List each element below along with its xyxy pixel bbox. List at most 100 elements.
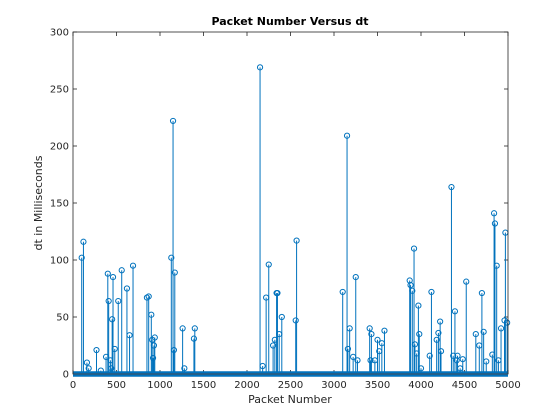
stem-marker	[352, 274, 359, 281]
stem-marker	[118, 267, 125, 274]
y-tick-label: 200	[50, 142, 69, 153]
stem-marker	[417, 365, 425, 372]
stem-marker	[170, 346, 178, 354]
stem-marker	[504, 319, 511, 326]
data-stems	[78, 64, 511, 374]
stem-marker	[368, 331, 375, 338]
stem-marker	[454, 352, 461, 359]
x-tick-label: 5000	[495, 380, 520, 391]
stem-marker	[169, 117, 177, 125]
stem-marker	[181, 365, 188, 372]
x-tick-label: 1000	[147, 380, 172, 391]
stem-marker	[150, 342, 158, 349]
stem-marker	[129, 262, 137, 269]
y-tick-label: 250	[50, 85, 69, 96]
stem-marker	[109, 274, 117, 281]
stem-marker	[459, 356, 466, 363]
stem-marker	[346, 325, 353, 332]
x-tick-label: 500	[107, 380, 126, 391]
stem-marker	[366, 325, 373, 332]
x-tick-label: 3000	[321, 380, 346, 391]
stem-marker	[416, 331, 423, 338]
x-tick-label: 1500	[191, 380, 216, 391]
stem-marker	[191, 325, 198, 332]
stem-marker	[115, 297, 122, 305]
stem-marker	[85, 365, 92, 372]
stem-marker	[259, 362, 266, 370]
stem-marker	[463, 278, 470, 285]
stem-marker	[293, 237, 300, 244]
x-tick-label: 3500	[365, 380, 390, 391]
stem-marker	[108, 365, 115, 372]
stem-marker	[343, 132, 351, 139]
stem-marker	[171, 269, 178, 276]
stem-marker	[339, 288, 346, 296]
x-axis-label: Packet Number	[248, 393, 332, 406]
plot-frame	[72, 31, 509, 375]
y-axis-label: dt in Milliseconds	[32, 155, 45, 250]
stem-marker	[78, 254, 85, 261]
stem-marker	[493, 262, 500, 269]
stem-marker	[367, 357, 374, 364]
y-tick-label: 0	[63, 370, 69, 381]
stem-marker	[151, 334, 158, 341]
stem-marker	[426, 352, 433, 359]
stem-marker	[453, 357, 460, 364]
stem-marker	[448, 183, 455, 191]
y-tick-label: 150	[50, 199, 69, 210]
stem-marker	[274, 289, 281, 297]
stem-marker	[450, 352, 457, 359]
stem-marker	[374, 336, 381, 343]
stem-marker	[428, 288, 435, 296]
y-tick-label: 100	[50, 256, 69, 267]
stem-marker	[406, 277, 413, 284]
stem-marker	[149, 354, 157, 362]
x-tick-label: 2000	[234, 380, 259, 391]
stem-marker	[354, 357, 361, 364]
stem-marker	[148, 311, 155, 318]
stem-marker	[407, 281, 414, 289]
stem-marker	[126, 332, 133, 339]
x-tick-label: 2500	[278, 380, 303, 391]
stem-marker	[80, 238, 87, 245]
stem-marker	[278, 313, 285, 321]
stem-marker	[483, 358, 490, 365]
stem-marker	[111, 345, 118, 353]
stem-marker	[83, 359, 91, 366]
stem-marker	[190, 335, 198, 342]
stem-marker	[104, 270, 111, 277]
stem-marker	[497, 325, 505, 332]
stem-marker	[451, 308, 459, 315]
stem-marker	[491, 220, 499, 227]
stem-marker	[433, 336, 440, 343]
stem-marker	[480, 328, 487, 335]
stem-marker	[381, 327, 388, 334]
y-tick-label: 50	[56, 313, 69, 324]
stem-marker	[168, 254, 175, 261]
stem-marker	[270, 342, 277, 349]
stem-marker	[411, 341, 419, 348]
stem-marker	[415, 302, 422, 309]
stem-marker	[435, 329, 442, 337]
stem-marker	[179, 325, 186, 332]
plot-area	[73, 32, 508, 374]
stem-marker	[490, 210, 498, 217]
stem-marker	[478, 289, 485, 297]
stem-marker	[410, 245, 418, 252]
chart-title: Packet Number Versus dt	[211, 15, 368, 28]
x-tick-label: 4000	[408, 380, 433, 391]
stem-marker	[256, 64, 264, 71]
stem-marker	[109, 316, 116, 323]
stem-marker	[105, 297, 112, 305]
stem-marker	[123, 285, 131, 292]
x-tick-label: 4500	[452, 380, 477, 391]
stem-marker	[344, 345, 352, 353]
stem-marker	[265, 261, 272, 268]
stem-marker	[437, 348, 445, 355]
stem-marker	[145, 293, 152, 300]
stem-marker	[437, 318, 444, 325]
y-tick-label: 300	[50, 28, 69, 39]
x-tick-label: 0	[70, 380, 76, 391]
stem-marker	[472, 331, 479, 338]
